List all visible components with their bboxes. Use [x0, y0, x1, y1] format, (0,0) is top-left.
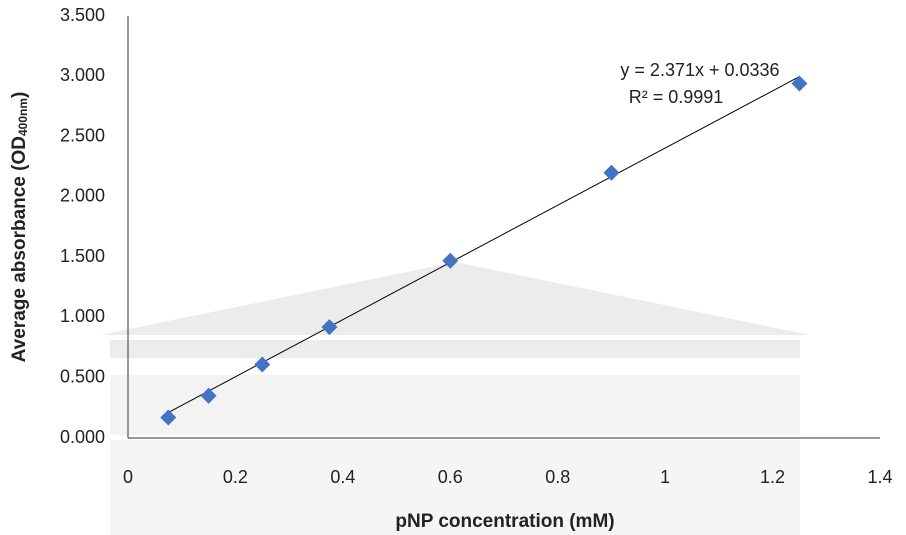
x-tick-label: 0.8 — [545, 467, 570, 487]
y-tick-label: 0.000 — [60, 427, 105, 447]
y-tick-label: 2.000 — [60, 186, 105, 206]
y-tick-label: 3.500 — [60, 5, 105, 25]
x-tick-label: 0.6 — [438, 467, 463, 487]
trendline-r-squared: R² = 0.9991 — [629, 87, 724, 107]
data-point — [321, 319, 338, 336]
watermark — [100, 262, 810, 535]
x-tick-label: 0 — [123, 467, 133, 487]
data-point — [442, 252, 459, 269]
trendline — [168, 76, 800, 413]
x-tick-label: 1.2 — [760, 467, 785, 487]
data-point — [254, 356, 271, 373]
y-tick-label: 1.000 — [60, 306, 105, 326]
y-tick-label: 0.500 — [60, 366, 105, 386]
y-axis-title-end: ) — [9, 92, 30, 98]
trendline-equation: y = 2.371x + 0.0336 — [620, 60, 779, 80]
data-point — [791, 75, 808, 92]
y-tick-label: 1.500 — [60, 246, 105, 266]
x-axis-title: pNP concentration (mM) — [395, 511, 614, 532]
y-axis-title: Average absorbance (OD400nm) — [9, 92, 30, 363]
y-axis-title-main: Average absorbance (OD — [9, 136, 30, 362]
x-tick-label: 0.2 — [223, 467, 248, 487]
y-axis-title-sub: 400nm — [16, 98, 30, 136]
data-point — [200, 387, 217, 404]
x-tick-label: 0.4 — [330, 467, 355, 487]
x-tick-label: 1 — [660, 467, 670, 487]
data-point — [160, 409, 177, 426]
y-tick-label: 2.500 — [60, 125, 105, 145]
y-tick-label: 3.000 — [60, 65, 105, 85]
data-point — [603, 164, 620, 181]
x-tick-label: 1.4 — [867, 467, 892, 487]
